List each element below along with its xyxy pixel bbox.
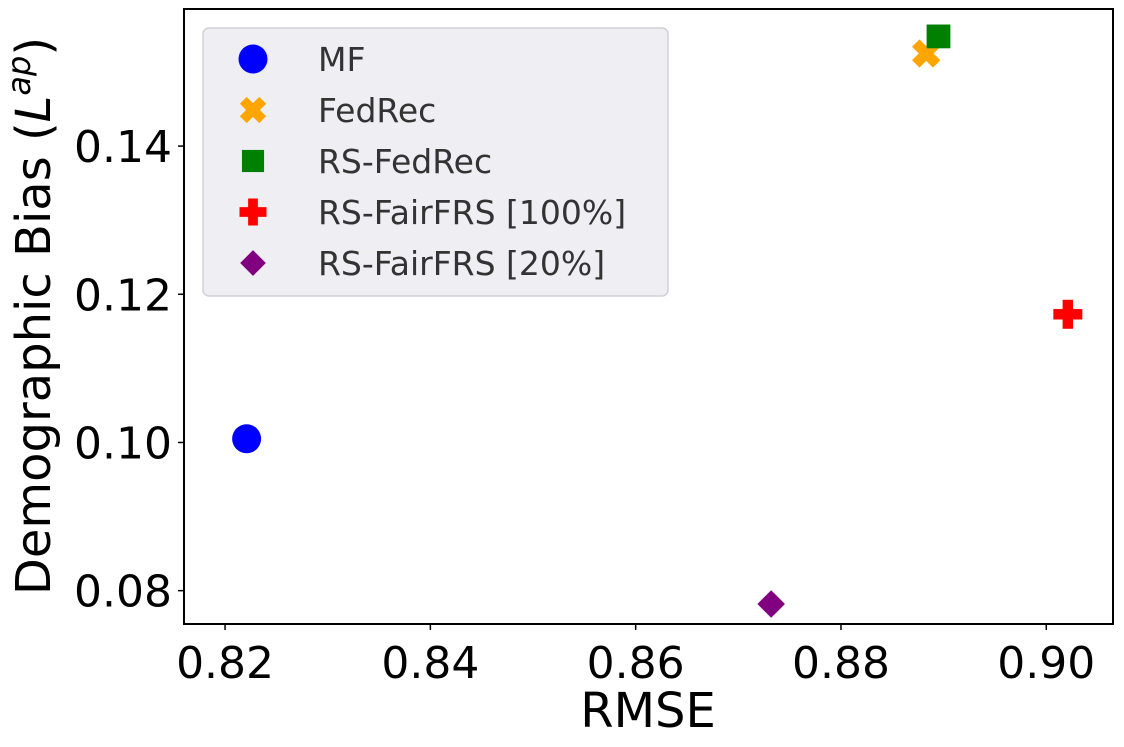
y-axis-title-symbol: L <box>6 96 62 123</box>
legend-item: RS-FedRec <box>241 142 492 181</box>
legend-marker <box>239 96 267 124</box>
plot-frame <box>183 8 1114 625</box>
x-tick-label: 0.82 <box>176 638 274 689</box>
legend-marker <box>239 198 267 226</box>
data-point <box>926 24 951 49</box>
legend-box <box>202 27 669 297</box>
legend-label: RS-FairFRS [100%] <box>318 193 626 232</box>
legend-item: FedRec <box>239 91 436 130</box>
legend-item: RS-FairFRS [20%] <box>240 244 605 283</box>
data-point <box>1053 299 1083 329</box>
legend-label: FedRec <box>318 91 436 130</box>
y-axis-title-text: Demographic Bias ( <box>6 122 62 595</box>
legend-marker <box>238 44 268 74</box>
y-tick-label: 0.08 <box>74 567 172 618</box>
legend: MF FedRec RS-FedRec RS-FairFRS [100%] RS-Fai… <box>202 27 669 297</box>
y-tick-label: 0.14 <box>74 122 172 173</box>
x-tick-label: 0.88 <box>792 638 890 689</box>
legend-entries: MF FedRec RS-FedRec RS-FairFRS [100%] RS-Fai… <box>238 40 626 283</box>
x-axis-title: RMSE <box>580 683 716 739</box>
y-axis-title-close: ) <box>6 37 62 56</box>
legend-item: RS-FairFRS [100%] <box>239 193 626 232</box>
legend-marker <box>240 250 266 276</box>
legend-marker <box>241 149 265 173</box>
legend-label: MF <box>318 40 365 79</box>
legend-label: RS-FairFRS [20%] <box>318 244 605 283</box>
x-tick-label: 0.84 <box>381 638 479 689</box>
y-axis-title-superscript: ap <box>0 56 38 96</box>
y-tick-label: 0.12 <box>74 270 172 321</box>
legend-label: RS-FedRec <box>318 142 492 181</box>
y-axis-title: Demographic Bias (Lap) <box>0 37 62 595</box>
legend-item: MF <box>238 40 365 79</box>
y-tick-label: 0.10 <box>74 418 172 469</box>
data-points <box>232 24 1083 618</box>
tick-layer: 0.82 0.84 0.86 0.88 0.90 0.08 0.10 0.12 0.14 <box>74 122 1095 689</box>
x-tick-label: 0.90 <box>997 638 1095 689</box>
data-point <box>757 590 785 618</box>
data-point <box>232 424 262 454</box>
x-tick-label: 0.86 <box>587 638 685 689</box>
